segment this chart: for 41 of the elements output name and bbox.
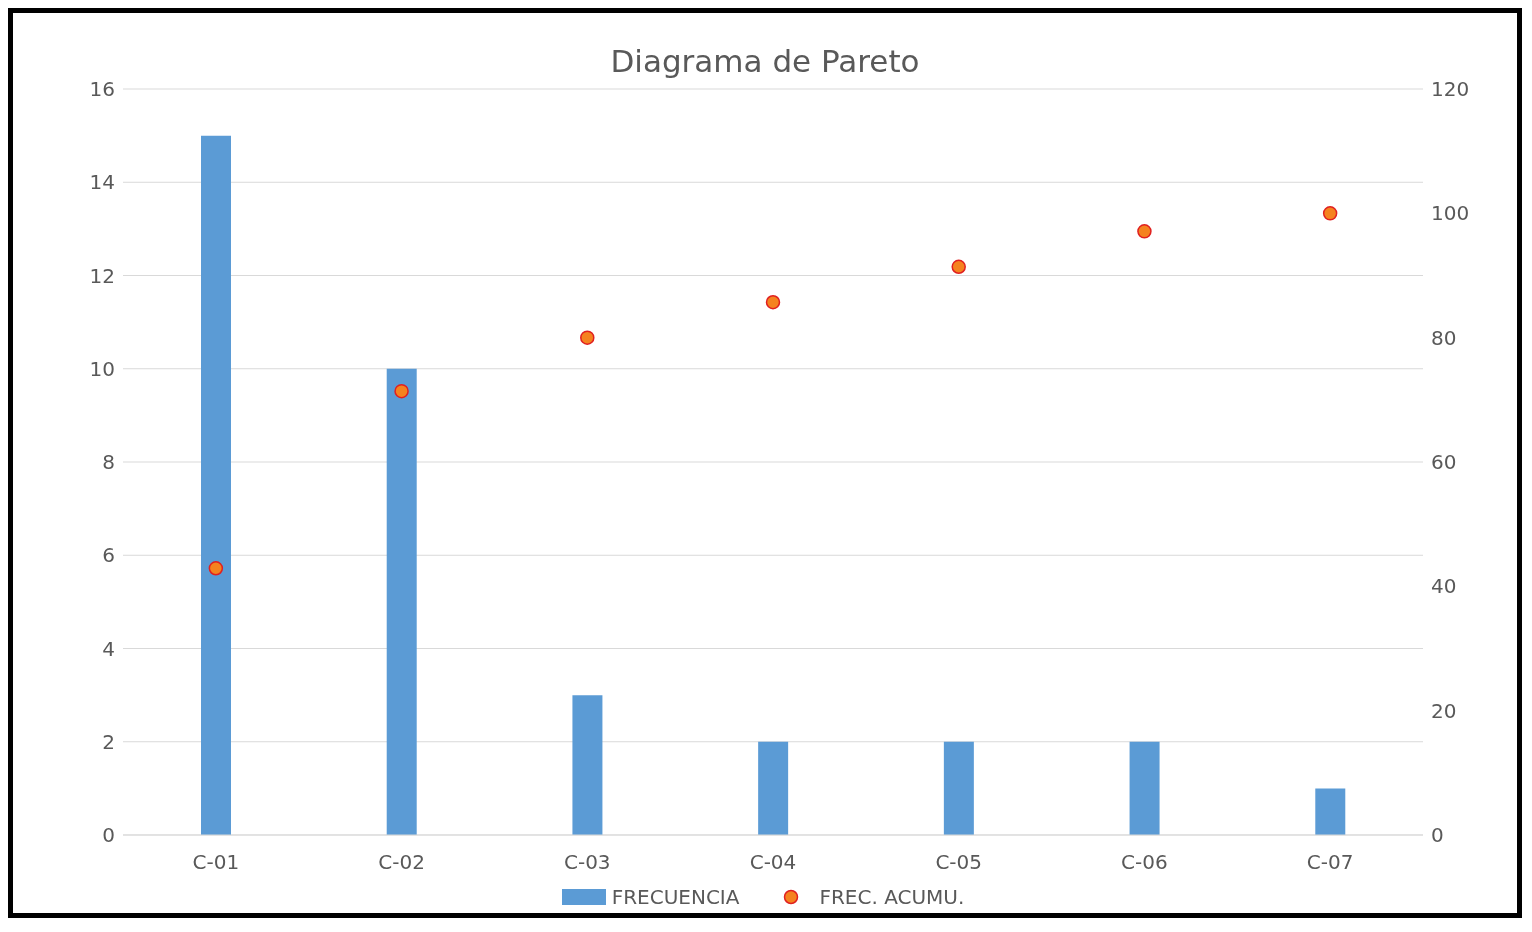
x-tick-label: C-05 bbox=[935, 850, 983, 875]
point bbox=[208, 561, 224, 576]
frame-border: Diagrama de Pareto FRECUENCIA FREC. ACUMU. C-01 C-02 C-03 C-04 C-05 C-06 C-07 0 2 4 6 8 10 12 14 16 0 20 40 60 80 100 120 bbox=[8, 8, 1522, 918]
x-tick-label: C-07 bbox=[1306, 850, 1354, 875]
chart-title: Diagrama de Pareto bbox=[609, 43, 921, 79]
y-tick-label: 4 bbox=[102, 636, 115, 661]
point bbox=[580, 330, 595, 345]
bar bbox=[758, 741, 789, 835]
bar bbox=[1315, 788, 1346, 835]
y-tick-label: 0 bbox=[102, 823, 115, 848]
y2-tick-label: 0 bbox=[1431, 823, 1444, 848]
y-tick-label: 8 bbox=[102, 450, 115, 475]
legend-label: FREC. ACUMU. bbox=[818, 885, 965, 909]
x-tick-label: C-04 bbox=[749, 850, 797, 875]
x-tick-label: C-03 bbox=[563, 850, 611, 875]
y-tick-label: 10 bbox=[89, 356, 115, 381]
y-tick-label: 6 bbox=[102, 543, 115, 568]
y2-tick-label: 60 bbox=[1431, 450, 1457, 475]
point bbox=[1137, 224, 1152, 239]
x-tick-label: C-02 bbox=[378, 850, 425, 875]
y-tick-label: 12 bbox=[89, 263, 115, 288]
y2-tick-label: 120 bbox=[1431, 77, 1470, 102]
point bbox=[1322, 206, 1338, 221]
x-tick-label: C-06 bbox=[1121, 850, 1168, 875]
y2-tick-label: 80 bbox=[1431, 325, 1457, 350]
point bbox=[765, 294, 781, 310]
y-tick-label: 2 bbox=[102, 729, 115, 754]
point bbox=[394, 383, 409, 399]
point bbox=[951, 259, 966, 275]
bar bbox=[386, 368, 417, 835]
x-tick-label: C-01 bbox=[192, 850, 240, 875]
y-tick-label: 14 bbox=[89, 170, 115, 195]
y-tick-label: 16 bbox=[89, 77, 115, 102]
y2-tick-label: 100 bbox=[1431, 201, 1470, 226]
bar bbox=[943, 741, 974, 835]
bar bbox=[1129, 741, 1160, 835]
y2-tick-label: 20 bbox=[1431, 698, 1457, 723]
y2-tick-label: 40 bbox=[1431, 574, 1457, 599]
bar bbox=[572, 695, 603, 835]
bar bbox=[201, 135, 231, 835]
legend-label: FRECUENCIA bbox=[610, 885, 740, 909]
